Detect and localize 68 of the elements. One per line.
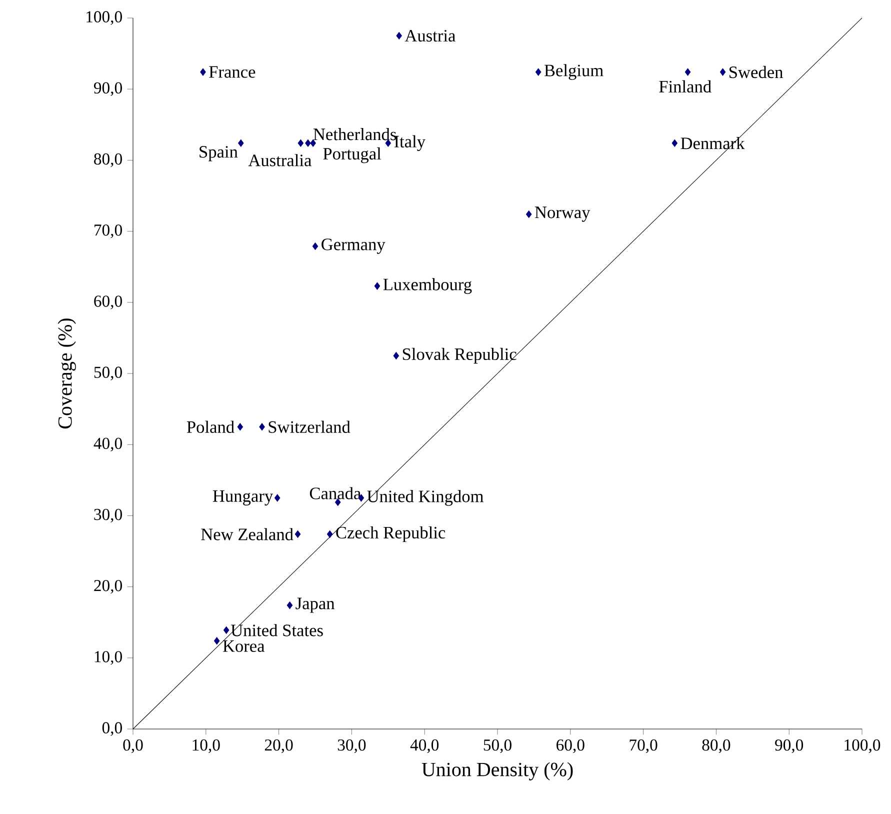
- point: [672, 139, 678, 147]
- annotation: Spain: [200, 146, 238, 162]
- point: [535, 68, 542, 76]
- y-tick-label: 90,0: [94, 82, 122, 96]
- point: [326, 530, 333, 538]
- annotation: Germany: [322, 238, 386, 254]
- annotation: Korea: [222, 640, 265, 652]
- annotation: Portugal: [323, 147, 382, 164]
- point: [259, 423, 265, 431]
- x-axis-title: Union Density (%): [422, 762, 573, 780]
- y-tick-label: 20,0: [94, 580, 122, 594]
- point: [393, 352, 400, 360]
- point: [223, 626, 230, 634]
- annotation: Austria: [404, 30, 456, 42]
- y-axis-title: Coverage (%): [58, 318, 76, 428]
- annotation: Slovak Republic: [402, 348, 516, 364]
- annotation: Norway: [534, 206, 590, 222]
- x-tick-label: 90,0: [775, 739, 804, 754]
- point: [374, 282, 380, 290]
- point: [200, 68, 206, 76]
- point: [684, 68, 691, 76]
- y-tick-label: 80,0: [94, 153, 122, 168]
- point: [720, 68, 726, 76]
- y-tick-label: 50,0: [94, 366, 122, 380]
- point: [274, 494, 280, 502]
- annotation: Canada: [310, 487, 361, 500]
- x-tick-label: 60,0: [556, 739, 584, 754]
- y-tick-label: 60,0: [94, 296, 122, 310]
- x-tick-label: 100,0: [844, 739, 880, 754]
- x-tick-label: 0,0: [123, 739, 143, 754]
- x-tick-label: 30,0: [338, 739, 366, 754]
- point: [310, 139, 316, 147]
- y-tick-label: 40,0: [94, 438, 122, 452]
- point: [237, 423, 244, 431]
- x-tick-label: 50,0: [484, 739, 512, 754]
- annotation: Czech Republic: [336, 526, 446, 542]
- x-tick-label: 20,0: [264, 739, 293, 754]
- point: [298, 139, 304, 147]
- x-tick-label: 80,0: [702, 739, 730, 754]
- y-tick-label: 100,0: [86, 11, 122, 25]
- point: [214, 637, 220, 645]
- x-tick-label: 10,0: [192, 739, 220, 754]
- annotation: Netherlands: [313, 128, 396, 140]
- annotation: Italy: [394, 135, 426, 152]
- point: [238, 139, 244, 147]
- annotation: Sweden: [730, 66, 783, 78]
- annotation: Poland: [186, 420, 234, 433]
- annotation: Australia: [248, 154, 312, 166]
- annotation: Japan: [296, 598, 335, 613]
- annotation: Finland: [659, 80, 712, 92]
- point: [312, 242, 318, 250]
- annotation: Hungary: [212, 490, 274, 506]
- annotation: Switzerland: [268, 420, 350, 433]
- y-tick-label: 70,0: [94, 224, 122, 238]
- annotation: France: [209, 66, 256, 78]
- point: [286, 602, 293, 610]
- x-tick-label: 40,0: [410, 739, 439, 754]
- y-tick-label: 10,0: [94, 651, 122, 665]
- x-tick-label: 70,0: [630, 739, 658, 754]
- annotation: Luxembourg: [383, 278, 472, 294]
- point: [305, 139, 311, 147]
- y-tick-label: 0,0: [102, 722, 122, 736]
- point: [526, 210, 532, 218]
- annotation: Belgium: [544, 64, 604, 80]
- annotation: New Zealand: [201, 528, 294, 540]
- y-tick-label: 30,0: [94, 508, 122, 523]
- point: [294, 530, 301, 538]
- point: [396, 32, 402, 40]
